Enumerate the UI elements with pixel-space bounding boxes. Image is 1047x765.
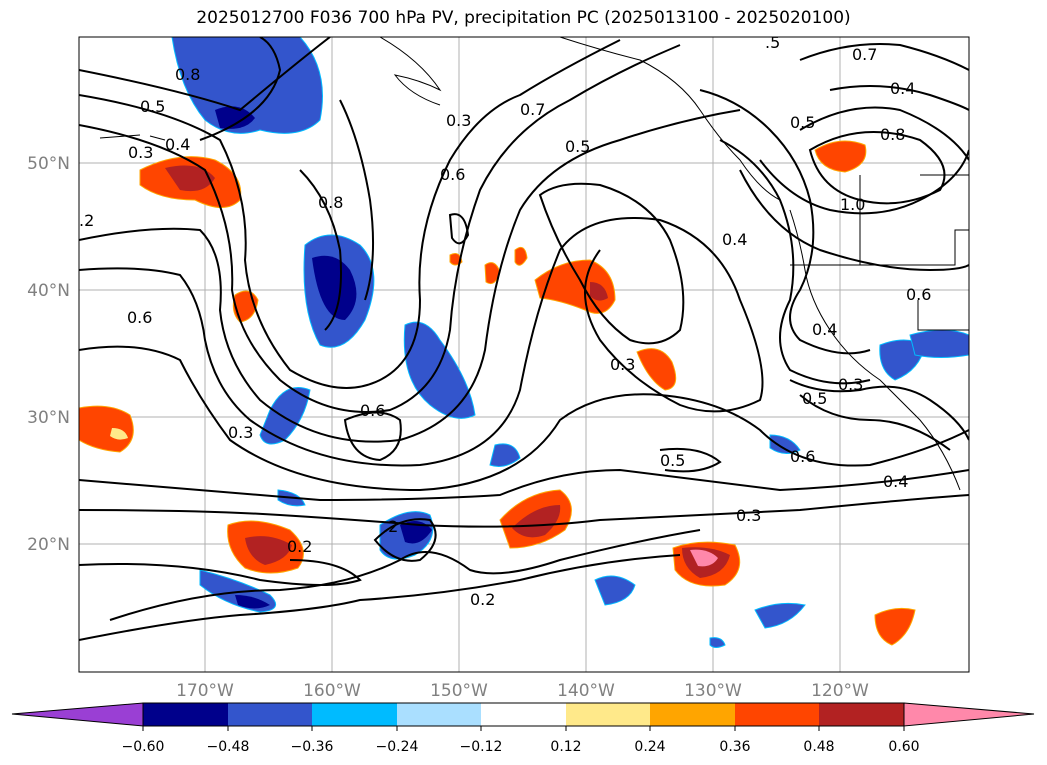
contour-label: 0.5 [790,113,815,132]
contour-label: .2 [383,517,398,536]
contour-label: 0.7 [520,100,545,119]
colorbar-segment [397,703,481,726]
colorbar-tick-label: 0.24 [634,739,665,755]
colorbar-tick-label: −0.24 [376,739,419,755]
contour-label: 0.3 [228,423,253,442]
contour-label: 0.2 [287,537,312,556]
contour-label: 0.5 [660,451,685,470]
colorbar-segment [143,703,228,726]
colorbar-tick-label: 0.60 [888,739,919,755]
contour-label: 0.3 [610,355,635,374]
map-title: 2025012700 F036 700 hPa PV, precipitatio… [196,8,851,28]
contour-label: .2 [79,211,94,230]
latitude-labels: 50°N 40°N 30°N 20°N [27,154,70,555]
colorbar-segment [819,703,904,726]
contour-label: 0.5 [140,97,165,116]
colorbar-segment [735,703,819,726]
lat-label: 20°N [27,535,70,555]
contour-label: 0.3 [736,506,761,525]
lon-label: 130°W [684,681,742,701]
coastlines [99,37,969,491]
colorbar-segment [481,703,566,726]
colorbar-tick-label: −0.12 [460,739,503,755]
pv-contour-labels: 0.8 0.5 0.4 0.3 .2 0.6 0.8 0.3 0.7 0.5 0… [79,33,931,609]
colorbar-tick-label: 0.36 [719,739,750,755]
lat-label: 40°N [27,281,70,301]
contour-label: 0.6 [790,447,815,466]
contour-label: 1.0 [840,195,865,214]
colorbar-segment [312,703,397,726]
colorbar-min-arrow [11,702,144,727]
contour-label: 0.4 [890,79,915,98]
colorbar-tick-label: −0.48 [207,739,250,755]
colorbar-segment [228,703,312,726]
map-frame [78,36,970,673]
contour-label: 0.5 [802,389,827,408]
contour-label: 0.8 [175,65,200,84]
colorbar-tick-label: −0.60 [122,739,165,755]
lon-label: 150°W [430,681,488,701]
map-panel: 0.8 0.5 0.4 0.3 .2 0.6 0.8 0.3 0.7 0.5 0… [79,33,969,672]
lon-label: 140°W [557,681,615,701]
colorbar-segment [566,703,650,726]
lon-label: 160°W [303,681,361,701]
longitude-labels: 170°W 160°W 150°W 140°W 130°W 120°W [176,681,869,701]
contour-label: 0.4 [883,472,908,491]
colorbar-tick-label: −0.36 [291,739,334,755]
colorbar-tick-label: 0.12 [550,739,581,755]
lat-label: 50°N [27,154,70,174]
contour-label: 0.8 [318,193,343,212]
colorbar-tick-label: 0.48 [803,739,834,755]
colorbar-segment [650,703,735,726]
lat-label: 30°N [27,408,70,428]
colorbar-tick-marks [142,726,905,731]
contour-label: 0.4 [165,135,190,154]
contour-label: 0.3 [128,143,153,162]
contour-label: 0.2 [470,590,495,609]
contour-label: 0.6 [906,285,931,304]
colorbar: −0.60 −0.48 −0.36 −0.24 −0.12 0.12 0.24 … [11,702,1035,755]
contour-label: 0.3 [446,111,471,130]
lon-label: 170°W [176,681,234,701]
contour-label: 0.8 [880,125,905,144]
lon-label: 120°W [811,681,869,701]
contour-label: 0.6 [440,165,465,184]
contour-label: 0.7 [852,45,877,64]
contour-label: 0.4 [812,320,837,339]
contour-label: 0.5 [565,137,590,156]
contour-label: 0.3 [838,375,863,394]
pv-contours [79,37,969,641]
colorbar-max-arrow [903,702,1035,727]
contour-label: 0.4 [722,230,747,249]
contour-label: 0.6 [360,401,385,420]
contour-label: .5 [765,33,780,52]
contour-label: 0.6 [127,308,152,327]
